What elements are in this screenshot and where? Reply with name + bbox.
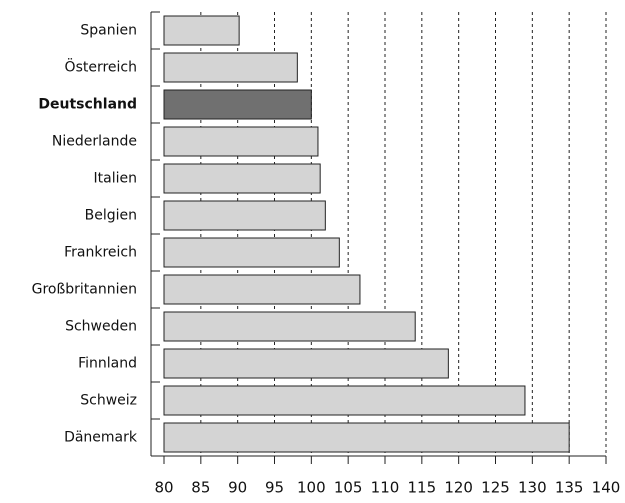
x-tick-label: 130 xyxy=(518,479,547,497)
bar xyxy=(163,237,340,268)
x-tick-label: 80 xyxy=(154,479,173,497)
bar xyxy=(163,422,570,453)
x-tick-label: 115 xyxy=(408,479,437,497)
x-tick-label: 90 xyxy=(228,479,247,497)
x-tick-label: 120 xyxy=(444,479,473,497)
x-tick-label: 140 xyxy=(592,479,621,497)
bar xyxy=(163,52,298,83)
y-tick-label: Dänemark xyxy=(64,430,138,446)
x-tick-label: 110 xyxy=(371,479,400,497)
x-tick-label: 95 xyxy=(265,479,284,497)
bar xyxy=(163,15,240,46)
bar xyxy=(163,126,319,157)
y-tick-label: Schweiz xyxy=(80,393,137,409)
bar xyxy=(163,200,326,231)
x-tick-label: 105 xyxy=(334,479,363,497)
bar xyxy=(163,274,361,305)
y-tick-label: Deutschland xyxy=(38,97,137,113)
y-tick-label: Belgien xyxy=(85,208,137,224)
y-tick-label: Österreich xyxy=(65,58,137,76)
y-tick-label: Finnland xyxy=(78,356,137,372)
bar xyxy=(163,89,312,120)
y-tick-label: Schweden xyxy=(65,319,137,335)
x-tick-label: 135 xyxy=(555,479,584,497)
x-tick-label: 85 xyxy=(191,479,210,497)
bar xyxy=(163,311,416,342)
y-tick-label: Spanien xyxy=(80,23,137,39)
x-tick-label: 100 xyxy=(297,479,326,497)
y-tick-label: Frankreich xyxy=(64,245,137,261)
y-tick-label: Niederlande xyxy=(52,134,137,150)
y-tick-label: Großbritannien xyxy=(32,282,137,298)
y-tick-label: Italien xyxy=(94,171,137,187)
bar xyxy=(163,385,526,416)
bar xyxy=(163,163,321,194)
bar xyxy=(163,348,449,379)
x-tick-label: 125 xyxy=(481,479,510,497)
